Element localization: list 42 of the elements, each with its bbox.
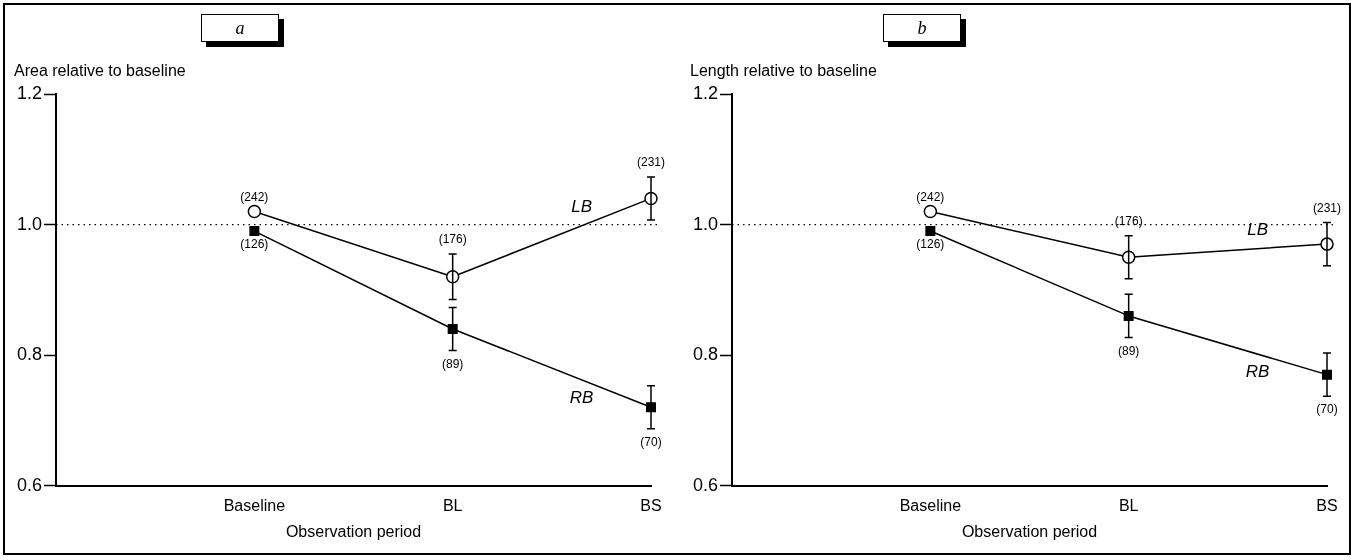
point xyxy=(249,226,260,237)
annotation: (89) xyxy=(1118,343,1140,358)
y-tick-label: 0.8 xyxy=(16,344,43,365)
x-tick-label: BL xyxy=(1118,496,1139,514)
x-tick-label: BS xyxy=(640,496,662,514)
y-axis-title: Area relative to baseline xyxy=(14,62,186,80)
annotation: (242) xyxy=(240,189,269,204)
annotation: (70) xyxy=(640,435,662,450)
y-tick-label: 1.0 xyxy=(16,213,43,234)
point xyxy=(247,204,262,219)
series-label: RB xyxy=(1245,362,1270,382)
chart-title: a xyxy=(201,14,279,42)
x-tick-label: Baseline xyxy=(899,496,962,514)
point xyxy=(923,204,938,219)
series-label: RB xyxy=(569,388,594,408)
point xyxy=(447,323,458,334)
y-tick-label: 0.8 xyxy=(692,344,719,365)
y-tick-label: 1.0 xyxy=(692,213,719,234)
annotation: (70) xyxy=(1316,402,1338,417)
x-tick-label: BS xyxy=(1316,496,1338,514)
y-axis-title: Length relative to baseline xyxy=(690,62,877,80)
series-label: LB xyxy=(1247,219,1268,239)
annotation: (126) xyxy=(916,237,945,252)
x-tick-label: Baseline xyxy=(223,496,286,514)
annotation: (176) xyxy=(438,232,467,247)
annotation: (176) xyxy=(1114,213,1143,228)
annotation: (89) xyxy=(442,356,464,371)
series-label: LB xyxy=(571,197,592,217)
x-axis-title: Observation period xyxy=(285,522,422,540)
point xyxy=(1123,310,1134,321)
chart-title: b xyxy=(883,14,961,42)
annotation: (231) xyxy=(636,155,666,170)
annotation: (242) xyxy=(916,189,945,204)
y-tick-label: 0.6 xyxy=(692,474,719,495)
y-tick-label: 0.6 xyxy=(16,474,43,495)
y-tick-label: 1.2 xyxy=(16,82,43,103)
annotation: (231) xyxy=(1312,200,1342,215)
point xyxy=(925,226,936,237)
annotation: (126) xyxy=(240,237,269,252)
y-tick-label: 1.2 xyxy=(692,82,719,103)
x-tick-label: BL xyxy=(442,496,463,514)
x-axis-title: Observation period xyxy=(961,522,1098,540)
